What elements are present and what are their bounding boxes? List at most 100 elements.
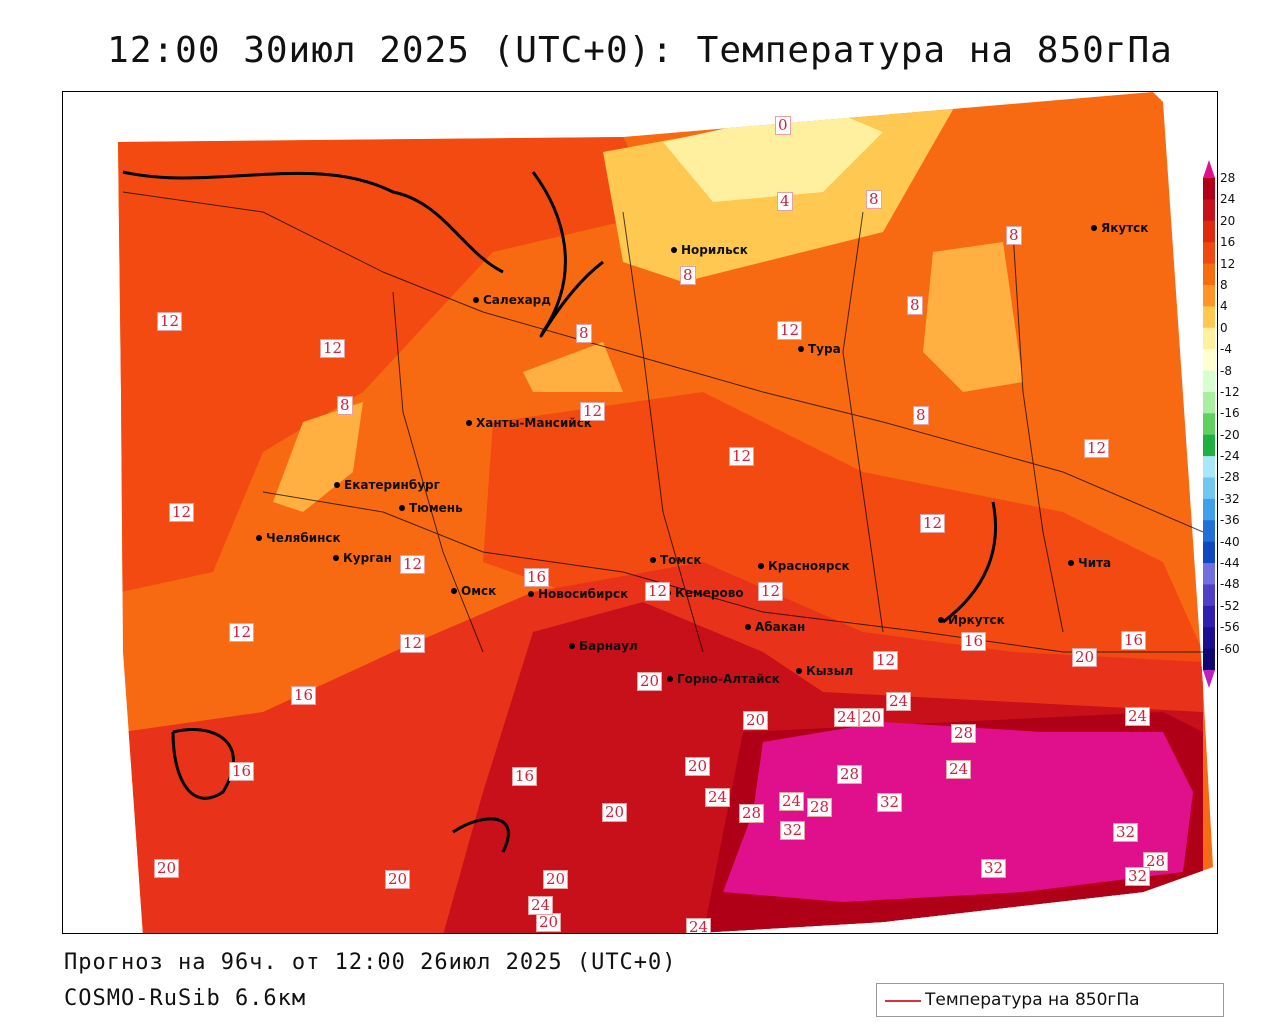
- contour-label: 4: [777, 192, 793, 211]
- city-salekhard: Салехард: [473, 293, 551, 307]
- contour-label: 16: [229, 762, 255, 781]
- colorbar-tick-label: -56: [1220, 620, 1240, 635]
- colorbar-tick-label: -4: [1220, 342, 1232, 357]
- colorbar-tick-label: 16: [1220, 235, 1236, 250]
- colorbar-swatch: [1203, 391, 1215, 414]
- contour-label: 24: [705, 788, 731, 807]
- city-irkutsk: Иркутск: [938, 613, 1005, 627]
- contour-label: 20: [743, 711, 769, 730]
- colorbar-tick-label: -20: [1220, 427, 1240, 442]
- colorbar-swatch: [1203, 327, 1215, 350]
- model-name: COSMO-RuSib 6.6км: [64, 986, 307, 1011]
- city-gorno-altaysk: Горно-Алтайск: [667, 672, 780, 686]
- contour-label: 16: [961, 632, 987, 651]
- colorbar-tick-label: -12: [1220, 384, 1240, 399]
- contour-label: 20: [154, 859, 180, 878]
- contour-label: 24: [686, 918, 712, 933]
- city-ekaterinburg: Екатеринбург: [334, 478, 440, 492]
- contour-label: 20: [536, 913, 562, 932]
- contour-label: 20: [1072, 648, 1098, 667]
- contour-label: 16: [291, 686, 317, 705]
- contour-label: 8: [680, 266, 696, 285]
- forecast-info: Прогноз на 96ч. от 12:00 26июл 2025 (UTC…: [64, 950, 677, 975]
- contour-label: 12: [758, 582, 784, 601]
- colorbar-tick-label: 0: [1220, 320, 1228, 335]
- contour-label: 28: [951, 724, 977, 743]
- temperature-field: [118, 92, 1213, 933]
- colorbar-tick-label: 4: [1220, 299, 1228, 314]
- colorbar-swatch: [1203, 242, 1215, 265]
- city-chita: Чита: [1068, 556, 1111, 570]
- contour-label: 12: [873, 651, 899, 670]
- contour-label: 28: [739, 804, 765, 823]
- city-abakan: Абакан: [745, 620, 805, 634]
- contour-label: 12: [777, 321, 803, 340]
- temperature-map: Норильск Якутск Салехард Тура Ханты-Манс…: [62, 91, 1218, 934]
- city-khanty-mansiysk: Ханты-Мансийск: [466, 416, 592, 430]
- city-yakutsk: Якутск: [1091, 221, 1148, 235]
- colorbar-tick-label: -28: [1220, 470, 1240, 485]
- contour-label: 8: [866, 190, 882, 209]
- colorbar-swatch: [1203, 605, 1215, 628]
- contour-label: 32: [780, 821, 806, 840]
- colorbar-swatch: [1203, 306, 1215, 329]
- contour-label: 16: [1121, 631, 1147, 650]
- map-canvas: [118, 92, 1213, 933]
- city-chelyabinsk: Челябинск: [256, 531, 341, 545]
- legend-line-swatch: [885, 1000, 921, 1002]
- contour-label: 20: [602, 803, 628, 822]
- coastline: [122, 170, 998, 853]
- city-norilsk: Норильск: [671, 243, 748, 257]
- colorbar-swatch: [1203, 349, 1215, 372]
- colorbar-swatch: [1203, 498, 1215, 521]
- city-kyzyl: Кызыл: [796, 664, 853, 678]
- colorbar-tick-label: 28: [1220, 171, 1236, 185]
- colorbar-swatch: [1203, 263, 1215, 286]
- contour-label: 24: [886, 692, 912, 711]
- colorbar-swatch: [1203, 284, 1215, 307]
- city-barnaul: Барнаул: [569, 639, 638, 653]
- colorbar-swatch: [1203, 584, 1215, 607]
- contour-label: 24: [1125, 707, 1151, 726]
- contour-label: 20: [637, 672, 663, 691]
- colorbar-tick-label: 24: [1220, 192, 1236, 207]
- colorbar-swatch: [1203, 563, 1215, 585]
- colorbar-bottom-arrow: [1203, 670, 1215, 688]
- colorbar-top-arrow: [1203, 160, 1215, 178]
- contour-label: 12: [729, 447, 755, 466]
- colorbar: [1203, 160, 1215, 688]
- contour-label: 20: [859, 708, 885, 727]
- legend-label: Температура на 850гПа: [925, 990, 1140, 1010]
- colorbar-swatch: [1203, 477, 1215, 500]
- colorbar-tick-label: -16: [1220, 406, 1240, 421]
- colorbar-tick-label: -60: [1220, 641, 1240, 656]
- contour-label: 8: [576, 324, 592, 343]
- city-kurgan: Курган: [333, 551, 392, 565]
- legend-box: Температура на 850гПа: [876, 983, 1224, 1017]
- colorbar-tick-label: -48: [1220, 577, 1240, 592]
- colorbar-swatch: [1203, 434, 1215, 457]
- colorbar-swatch: [1203, 413, 1215, 436]
- contour-label: 12: [920, 514, 946, 533]
- contour-label: 12: [169, 503, 195, 522]
- colorbar-tick-label: -40: [1220, 534, 1240, 549]
- colorbar-swatch: [1203, 199, 1215, 222]
- contour-label: 12: [400, 555, 426, 574]
- colorbar-swatch: [1203, 648, 1215, 671]
- contour-label: 12: [157, 312, 183, 331]
- colorbar-swatch: [1203, 370, 1215, 393]
- colorbar-tick-label: -52: [1220, 598, 1240, 613]
- colorbar-swatch: [1203, 541, 1215, 564]
- contour-label: 12: [1084, 439, 1110, 458]
- contour-label: 24: [834, 708, 860, 727]
- contour-label: 16: [524, 568, 550, 587]
- colorbar-swatch: [1203, 456, 1215, 478]
- contour-label: 8: [913, 406, 929, 425]
- contour-label: 8: [337, 396, 353, 415]
- colorbar-tick-label: -44: [1220, 556, 1240, 571]
- colorbar-swatch: [1203, 520, 1215, 543]
- chart-title: 12:00 30июл 2025 (UTC+0): Температура на…: [107, 30, 1173, 71]
- contour-label: 32: [981, 859, 1007, 878]
- contour-label: 24: [528, 896, 554, 915]
- contour-label: 0: [775, 116, 791, 135]
